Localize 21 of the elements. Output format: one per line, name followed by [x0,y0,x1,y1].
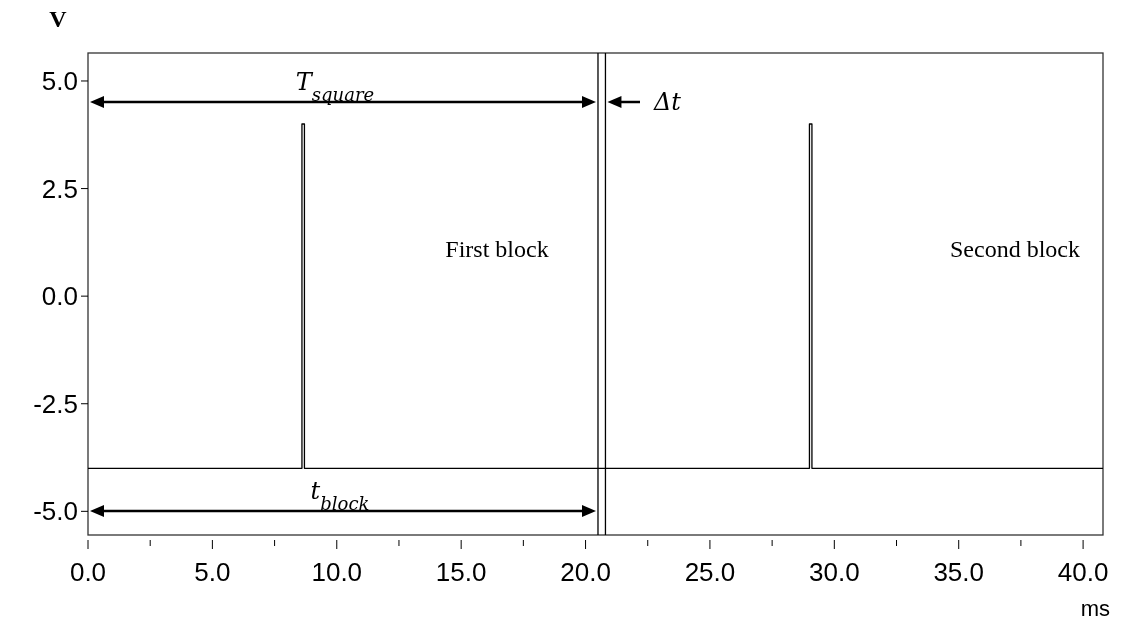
annotation: t$_{block}$ [310,477,370,514]
x-tick-label: 35.0 [933,557,985,587]
y-tick-label: 0.0 [41,281,78,312]
annotation: First block [445,236,549,262]
annotation: Second block [950,236,1080,262]
x-tick-label: 5.0 [194,557,231,587]
y-tick-label: 5.0 [41,66,78,97]
x-axis-title: ms [1080,596,1110,621]
x-tick-label: 15.0 [435,557,487,587]
y-tick-label: 2.5 [41,173,78,204]
x-tick-label: 0.0 [69,557,107,587]
annotation: T$_{square}$ [295,68,375,105]
x-tick-label: 40.0 [1057,557,1109,587]
x-tick-label: 30.0 [809,557,860,587]
x-tick-label: 10.0 [311,557,363,587]
annotation: Δt [653,88,682,116]
y-tick-label: -2.5 [33,388,78,419]
x-tick-label: 25.0 [684,557,736,587]
y-tick-label: -5.0 [33,496,78,527]
x-tick-label: 20.0 [560,557,611,587]
y-axis-title: V [49,6,68,32]
